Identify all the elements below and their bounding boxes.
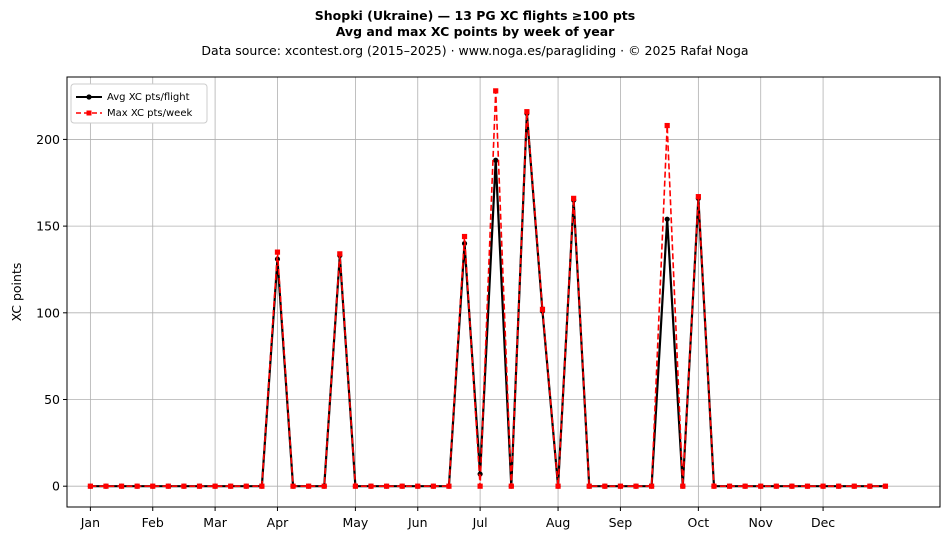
max-point [586, 483, 592, 489]
max-point [430, 483, 436, 489]
y-tick-label: 50 [44, 392, 60, 407]
max-point [477, 483, 483, 489]
y-tick-label: 150 [36, 219, 60, 234]
max-point [306, 483, 312, 489]
max-point [446, 483, 452, 489]
max-point [134, 483, 140, 489]
x-tick-label: Aug [546, 515, 570, 530]
x-tick-label: May [342, 515, 368, 530]
y-tick-label: 0 [52, 479, 60, 494]
chart-subtitle: Avg and max XC points by week of year [336, 24, 615, 39]
max-point [758, 483, 764, 489]
max-point [711, 483, 717, 489]
max-point [633, 483, 639, 489]
max-point [461, 233, 468, 240]
x-tick-label: Sep [609, 515, 633, 530]
max-point [228, 483, 234, 489]
max-point [664, 122, 670, 129]
y-axis-label: XC points [9, 263, 24, 322]
max-point [508, 483, 514, 489]
plot-frame [66, 76, 941, 508]
max-point [352, 483, 359, 489]
max-point [165, 483, 171, 489]
max-point [383, 483, 390, 489]
max-point [103, 483, 109, 489]
legend: Avg XC pts/flight Max XC pts/week [70, 83, 208, 124]
max-point [680, 483, 686, 489]
y-tick-label: 100 [36, 305, 60, 320]
max-point [773, 483, 779, 489]
max-point [212, 483, 218, 489]
chart-title: Shopki (Ukraine) — 13 PG XC flights ≥100… [315, 8, 635, 23]
legend-box [70, 83, 208, 124]
max-point [742, 483, 748, 489]
max-point [181, 483, 187, 489]
x-tick-label: Dec [811, 515, 835, 530]
max-point [196, 483, 203, 489]
series-layer [87, 88, 889, 489]
x-tick-label: Nov [749, 515, 774, 530]
max-point [415, 483, 421, 489]
grid [67, 77, 940, 507]
y-tick-label: 200 [36, 132, 60, 147]
max-point [836, 483, 842, 489]
max-point [399, 483, 405, 489]
max-point [243, 483, 249, 489]
max-point [274, 249, 281, 255]
series-line-avg [90, 112, 886, 488]
max-point [804, 483, 811, 489]
max-point [602, 483, 608, 489]
avg-point [493, 157, 499, 163]
max-point [695, 194, 701, 200]
max-point [648, 483, 655, 489]
max-point [368, 483, 374, 489]
max-point [726, 483, 733, 489]
plot-area [67, 77, 940, 507]
max-point [789, 483, 795, 489]
max-point [617, 483, 624, 489]
max-point [555, 483, 561, 489]
x-axis: Jan Feb Mar Apr May Jun Jul Aug Sep Oct Nov Dec [80, 507, 835, 530]
legend-label-avg: Avg XC pts/flight [107, 92, 190, 103]
chart-source-note: Data source: xcontest.org (2015–2025) · … [201, 43, 748, 58]
max-point [290, 483, 296, 489]
max-point [571, 195, 577, 201]
max-point [150, 483, 156, 489]
max-point [867, 483, 873, 489]
avg-point [664, 216, 670, 222]
legend-marker-avg [86, 94, 92, 100]
max-point [118, 483, 125, 489]
x-tick-label: Jun [407, 515, 428, 530]
x-tick-label: Jan [80, 515, 100, 530]
legend-label-max: Max XC pts/week [107, 108, 192, 119]
x-tick-label: Jul [472, 515, 488, 530]
x-tick-label: Oct [688, 515, 710, 530]
max-point [259, 483, 265, 489]
max-point [539, 306, 546, 312]
legend-marker-max [86, 110, 92, 116]
series-line-max [90, 90, 886, 487]
x-tick-label: Feb [142, 515, 164, 530]
y-axis: 0 50 100 150 200 [36, 132, 67, 494]
max-point [321, 483, 327, 489]
max-point [820, 483, 826, 489]
max-point [851, 483, 857, 489]
max-point [524, 109, 530, 115]
max-point [493, 88, 499, 94]
x-tick-label: Mar [203, 515, 227, 530]
max-point [882, 483, 889, 489]
max-point [87, 483, 93, 489]
max-point [337, 251, 343, 257]
x-tick-label: Apr [267, 515, 289, 530]
